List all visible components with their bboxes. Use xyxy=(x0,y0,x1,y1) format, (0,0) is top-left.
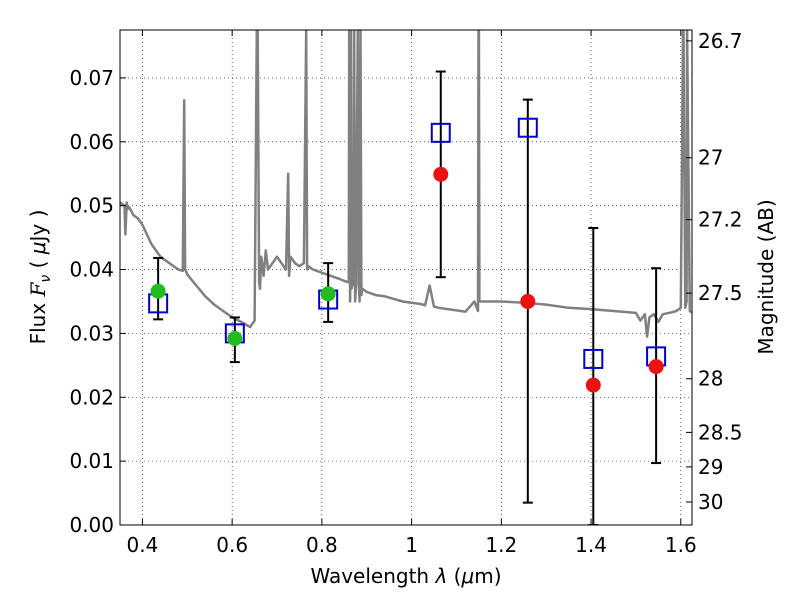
flux-square-marker xyxy=(517,117,538,138)
x-tick-label: 1.4 xyxy=(575,533,607,557)
green-circle-marker xyxy=(227,330,243,346)
flux-square-marker xyxy=(430,122,451,143)
red-circle-marker xyxy=(520,293,536,309)
y-tick-label: 0.06 xyxy=(69,130,114,154)
x-tick-label: 1 xyxy=(405,533,418,557)
red-circle-marker xyxy=(585,377,601,393)
y-tick-label: 0.04 xyxy=(69,258,114,282)
y-tick-label: 0.03 xyxy=(69,321,114,345)
mag-tick-label: 27.5 xyxy=(698,281,743,305)
red-circle-marker xyxy=(433,166,449,182)
y-tick-label: 0.05 xyxy=(69,194,114,218)
y-tick-label: 0.01 xyxy=(69,449,114,473)
green-circle-marker xyxy=(150,283,166,299)
x-tick-label: 1.6 xyxy=(665,533,697,557)
y-tick-label: 0.07 xyxy=(69,66,114,90)
red-circle-marker xyxy=(648,359,664,375)
y2-axis-label: Magnitude (AB) xyxy=(754,199,778,354)
green-circle-marker xyxy=(320,286,336,302)
mag-tick-label: 30 xyxy=(698,490,723,514)
mag-tick-label: 27 xyxy=(698,146,723,170)
flux-square-marker xyxy=(583,348,604,369)
mag-tick-label: 28.5 xyxy=(698,420,743,444)
spectrum-line xyxy=(120,30,692,338)
data-points xyxy=(148,70,667,525)
mag-tick-label: 29 xyxy=(698,455,723,479)
x-tick-label: 0.6 xyxy=(216,533,248,557)
y-tick-label: 0.00 xyxy=(69,513,114,537)
mag-tick-label: 27.2 xyxy=(698,208,743,232)
axis-ticks: 0.4 0.6 0.8 1 1.2 1.4 1.6 0.00 0.01 0.02 0.03 0.04 0… xyxy=(69,29,742,557)
plot-frame xyxy=(119,29,693,526)
x-tick-label: 0.4 xyxy=(127,533,159,557)
x-tick-label: 1.2 xyxy=(485,533,517,557)
mag-tick-label: 28 xyxy=(698,367,723,391)
x-tick-label: 0.8 xyxy=(306,533,338,557)
y-axis-label: Flux Fν ( μJy ) xyxy=(26,210,54,345)
mag-tick-label: 26.7 xyxy=(698,29,743,53)
model-spectrum xyxy=(120,30,692,338)
x-axis-label: Wavelength λ (μm) xyxy=(310,564,501,588)
y-tick-label: 0.02 xyxy=(69,385,114,409)
